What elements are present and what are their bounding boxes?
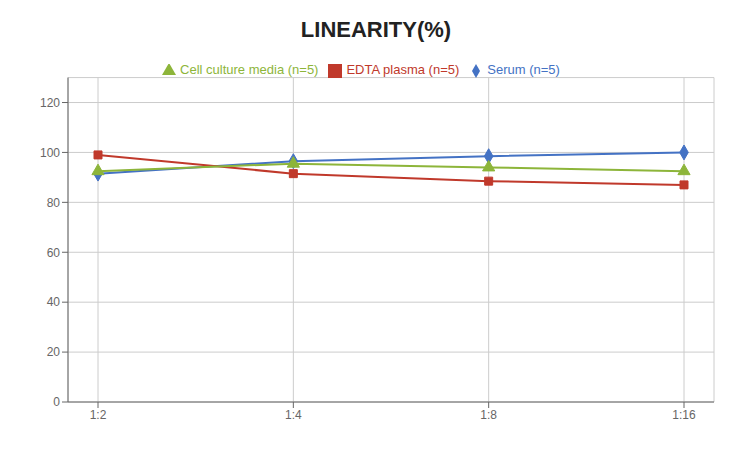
svg-text:60: 60 [47,246,61,260]
svg-text:1:2: 1:2 [90,408,107,422]
svg-text:100: 100 [40,146,60,160]
svg-text:1:16: 1:16 [672,408,696,422]
svg-text:1:4: 1:4 [285,408,302,422]
svg-text:1:8: 1:8 [480,408,497,422]
html-text:Cell culture media (n=5): Cell culture media (n=5) [180,62,319,77]
svg-text:40: 40 [47,295,61,309]
html-text:LINEARITY(%): LINEARITY(%) [300,17,452,42]
svg-text:120: 120 [40,96,60,110]
svg-text:80: 80 [47,196,61,210]
svg-text:0: 0 [53,395,60,409]
html-text:EDTA plasma (n=5): EDTA plasma (n=5) [346,62,460,77]
html-text:Serum (n=5): Serum (n=5) [487,62,560,77]
svg-text:20: 20 [47,345,61,359]
